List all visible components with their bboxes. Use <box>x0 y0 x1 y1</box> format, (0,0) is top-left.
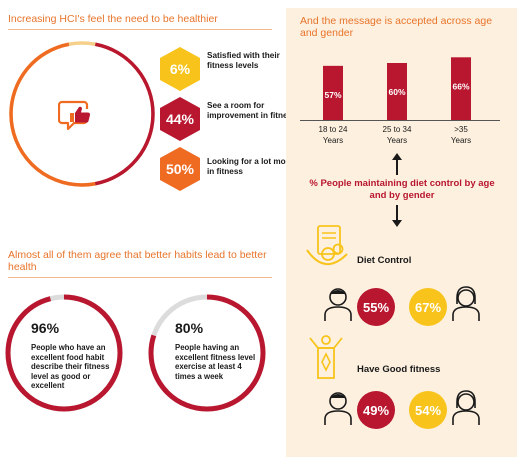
female-avatar-icon <box>452 286 480 321</box>
section-title-need-healthier: Increasing HCI's feel the need to be hea… <box>8 13 218 25</box>
fitness-satisfaction-ring <box>9 41 155 187</box>
fitness-male-percent: 49% <box>357 391 395 429</box>
food-habit-text: People who have an excellent food habit … <box>31 343 110 390</box>
food-habit-ring <box>5 294 123 412</box>
diet-male-percent: 55% <box>357 288 395 326</box>
arrow-up-icon <box>392 153 402 175</box>
stat-hex-satisfied: 6% <box>157 46 203 92</box>
diet-control-label: Diet Control <box>357 255 412 266</box>
food-habit-percent: 96% <box>31 320 60 336</box>
stat-value: 6% <box>169 61 191 77</box>
stat-text-looking-more: Looking for a lot more in fitness <box>207 157 294 176</box>
stat-value: 44% <box>165 111 195 127</box>
stat-hex-looking-more: 50% <box>157 146 203 192</box>
stat-text-improvement: See a room for improvement in fitness <box>207 101 297 120</box>
stat-hex-improvement: 44% <box>157 96 203 142</box>
female-avatar-icon <box>452 390 480 425</box>
fitness-female-percent: 54% <box>409 391 447 429</box>
section-title-better-habits: Almost all of them agree that better hab… <box>8 249 267 273</box>
male-avatar-icon <box>324 288 352 321</box>
chart-axis <box>300 120 500 121</box>
section-divider <box>8 277 272 278</box>
diet-female-percent: 67% <box>409 288 447 326</box>
healthy-food-icon <box>306 225 348 265</box>
fitness-level-text: People having an excellent fitness level… <box>175 343 256 381</box>
section-title-message-accepted: And the message is accepted across age a… <box>300 15 493 39</box>
fitness-level-ring <box>148 294 266 412</box>
fitness-level-percent: 80% <box>175 320 204 336</box>
good-fitness-label: Have Good fitness <box>357 364 441 375</box>
diet-control-title: % People maintaining diet control by age… <box>309 178 495 201</box>
thumbs-up-chat-icon <box>58 100 91 131</box>
stat-text-satisfied: Satisfied with their fitness levels <box>207 51 280 70</box>
male-avatar-icon <box>324 392 352 425</box>
stat-value: 50% <box>165 161 195 177</box>
fitness-person-icon <box>309 335 343 379</box>
section-divider <box>8 29 272 30</box>
arrow-down-icon <box>392 205 402 227</box>
